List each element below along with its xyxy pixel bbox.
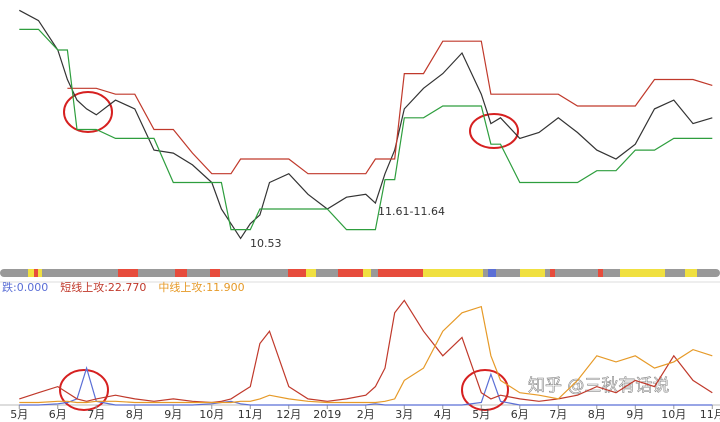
x-tick-label: 5月 (472, 408, 490, 421)
low-label: 10.53 (250, 237, 282, 250)
highlight-circles (59, 91, 519, 411)
x-tick-label: 10月 (661, 408, 686, 421)
x-tick-label: 7月 (87, 408, 105, 421)
series-line (19, 9, 713, 240)
watermark: 知乎 @三秋有话说 (528, 376, 669, 396)
x-tick-label: 2019 (313, 408, 341, 421)
x-tick-label: 12月 (276, 408, 301, 421)
x-tick-label: 7月 (549, 408, 567, 421)
legend-entry: 短线上攻:22.770 (60, 280, 146, 294)
x-tick-label: 6月 (49, 408, 67, 421)
x-tick-label: 5月 (10, 408, 28, 421)
legend-entry: 跌:0.000 (2, 280, 48, 294)
legend-entry: 中线上攻:11.900 (158, 280, 244, 294)
x-tick-label: 2月 (357, 408, 375, 421)
x-tick-label: 11月 (238, 408, 263, 421)
x-tick-label: 8月 (126, 408, 144, 421)
series-line (19, 299, 713, 404)
series-line (67, 40, 713, 175)
series-line (19, 366, 713, 406)
range-label: 11.61-11.64 (378, 205, 445, 218)
x-tick-label: 6月 (511, 408, 529, 421)
x-tick-label: 10月 (199, 408, 224, 421)
series-line (19, 305, 713, 404)
state-strip (0, 269, 720, 277)
x-tick-label: 9月 (164, 408, 182, 421)
x-tick-label: 8月 (588, 408, 606, 421)
x-tick-label: 3月 (395, 408, 413, 421)
x-tick-label: 11月 (700, 408, 720, 421)
x-tick-label: 4月 (434, 408, 452, 421)
x-tick-label: 9月 (626, 408, 644, 421)
series-line (19, 28, 713, 231)
